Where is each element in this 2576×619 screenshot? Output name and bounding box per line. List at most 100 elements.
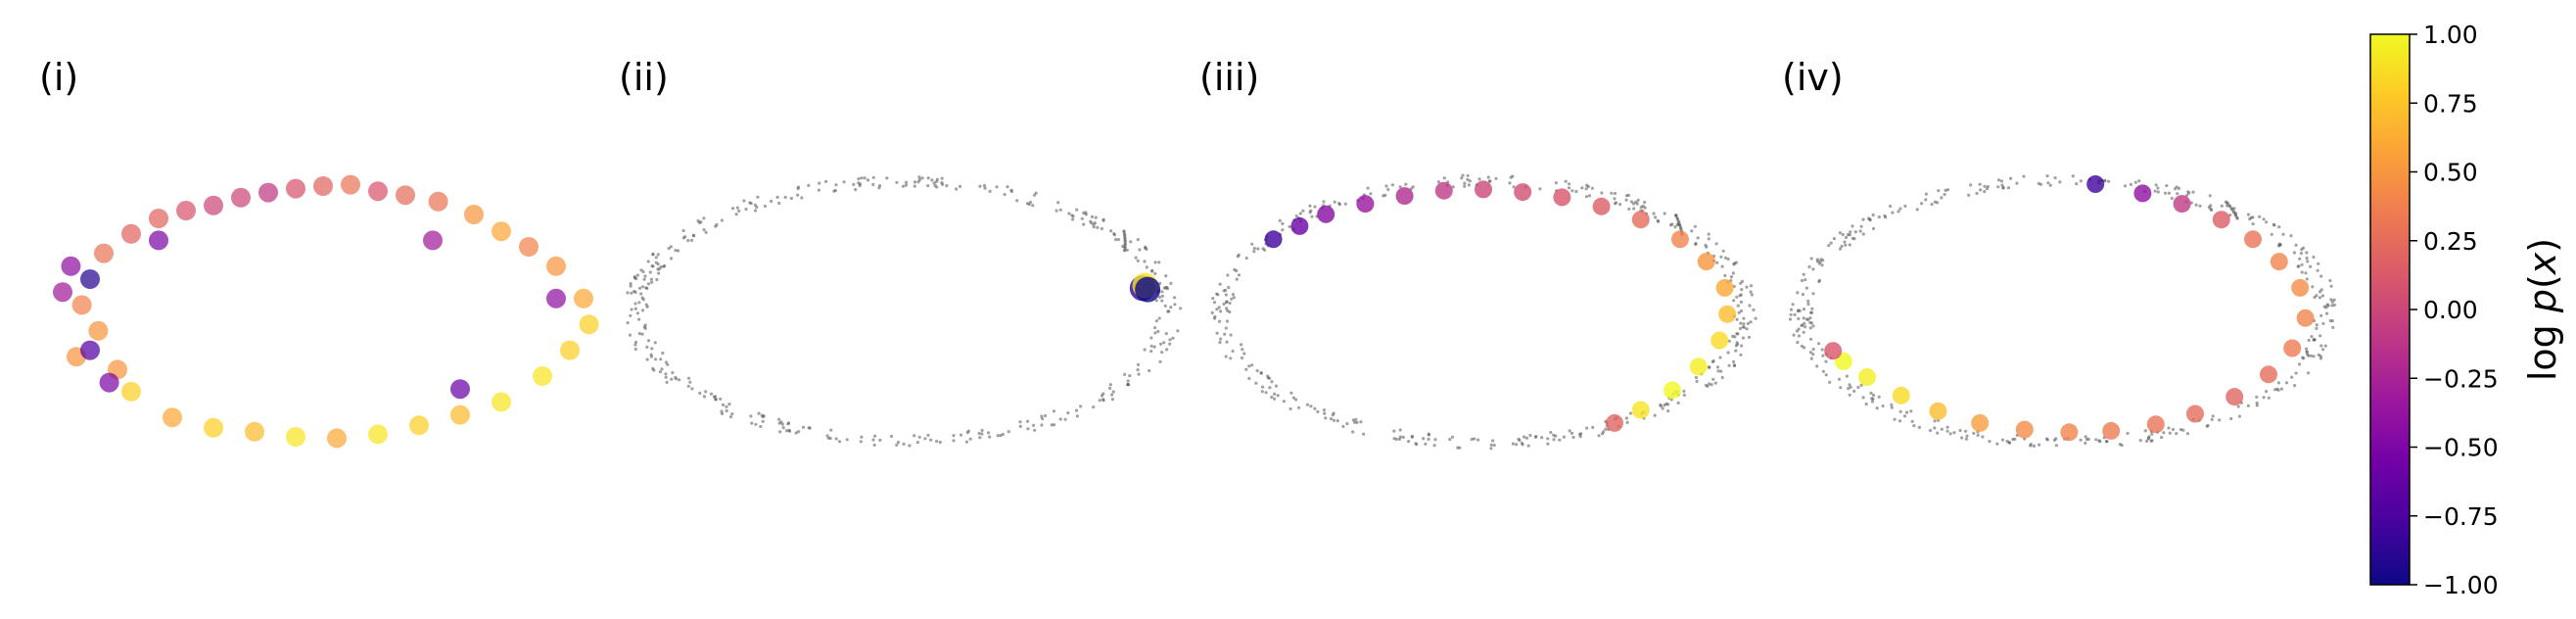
background-point [1838, 231, 1842, 235]
background-point [650, 264, 654, 268]
background-point [1811, 347, 1815, 352]
background-point [1337, 202, 1341, 206]
background-point [671, 371, 675, 375]
background-point [1821, 259, 1825, 262]
background-point [2246, 213, 2251, 216]
background-point [1058, 208, 1062, 212]
background-point [1824, 373, 1828, 377]
background-point [652, 368, 656, 372]
background-point [1322, 408, 1327, 412]
background-point [1225, 319, 1230, 323]
background-point [1313, 205, 1317, 209]
background-point [1585, 426, 1589, 430]
background-point [2160, 436, 2164, 440]
scatter-point [2296, 309, 2315, 327]
background-point [1690, 229, 1694, 233]
background-point [1098, 399, 1101, 403]
background-point [1436, 180, 1441, 184]
background-point [2251, 215, 2255, 219]
background-point [1793, 312, 1797, 316]
background-point [1090, 214, 1095, 218]
background-point [780, 422, 784, 426]
colorbar-tick-label: −1.00 [2423, 571, 2499, 599]
scatter-point [2133, 184, 2152, 203]
background-point [959, 433, 963, 437]
panel-label: (i) [39, 56, 78, 99]
background-point [1270, 380, 1274, 384]
background-point [727, 403, 731, 406]
background-point [2329, 298, 2333, 302]
background-point [1228, 301, 1232, 306]
background-point [1808, 316, 1812, 320]
background-point [681, 228, 685, 233]
background-point [834, 183, 838, 187]
background-point [1752, 308, 1756, 311]
background-point [2305, 350, 2309, 354]
background-point [2255, 395, 2259, 399]
scatter-point [1824, 342, 1843, 360]
background-point [1153, 271, 1157, 275]
background-point [762, 414, 766, 418]
panel-label: (ii) [619, 56, 669, 99]
background-point [1713, 381, 1717, 385]
background-point [1797, 334, 1802, 338]
background-point [1597, 434, 1601, 438]
background-point [1026, 427, 1030, 431]
background-point [1288, 224, 1291, 229]
background-point [1159, 342, 1163, 346]
background-point [2304, 271, 2308, 275]
background-point [2331, 325, 2335, 329]
background-point [1415, 443, 1419, 447]
background-point [1316, 409, 1320, 413]
background-point [1335, 419, 1339, 423]
background-point [1533, 435, 1538, 439]
background-point [1676, 401, 1680, 405]
background-point [1033, 428, 1037, 432]
scatter-point [1671, 230, 1689, 249]
background-point [1940, 427, 1944, 431]
background-point [1538, 187, 1542, 191]
background-point [2332, 298, 2336, 302]
background-point [2048, 183, 2052, 187]
scatter-points [53, 174, 599, 449]
background-point [1063, 417, 1067, 421]
background-point [1442, 176, 1446, 180]
background-point [1910, 419, 1914, 423]
background-point [1153, 331, 1157, 335]
scatter-point [2270, 253, 2288, 271]
colorbar-tick-label: 0.75 [2423, 89, 2478, 118]
background-point [2318, 334, 2322, 338]
colorbar-tick-label: 0.50 [2423, 159, 2478, 187]
background-point [859, 440, 863, 444]
background-point [1858, 229, 1862, 233]
background-point [873, 434, 877, 438]
background-point [958, 184, 962, 188]
background-point [904, 183, 909, 187]
background-point [978, 184, 982, 188]
background-point [1278, 218, 1282, 222]
background-point [1985, 187, 1989, 191]
background-point [1817, 262, 1821, 265]
background-point [1811, 292, 1815, 296]
background-point [1154, 299, 1158, 303]
background-point [1491, 439, 1495, 443]
background-point [935, 439, 939, 444]
background-point [658, 370, 663, 374]
scatter-point [204, 417, 223, 438]
background-point [1276, 394, 1280, 398]
background-point [633, 340, 638, 344]
background-point [1111, 390, 1115, 394]
background-point [1398, 435, 1402, 439]
background-point [1800, 323, 1803, 327]
background-point [818, 181, 821, 185]
background-point [1847, 387, 1850, 391]
background-point [1289, 391, 1293, 395]
background-point [1467, 183, 1471, 187]
background-point [1075, 208, 1079, 212]
background-point [1995, 442, 1999, 446]
background-point [1861, 217, 1865, 221]
background-point [2137, 179, 2141, 183]
background-point [1737, 310, 1741, 314]
background-point [2309, 264, 2313, 268]
background-point [2177, 186, 2181, 190]
